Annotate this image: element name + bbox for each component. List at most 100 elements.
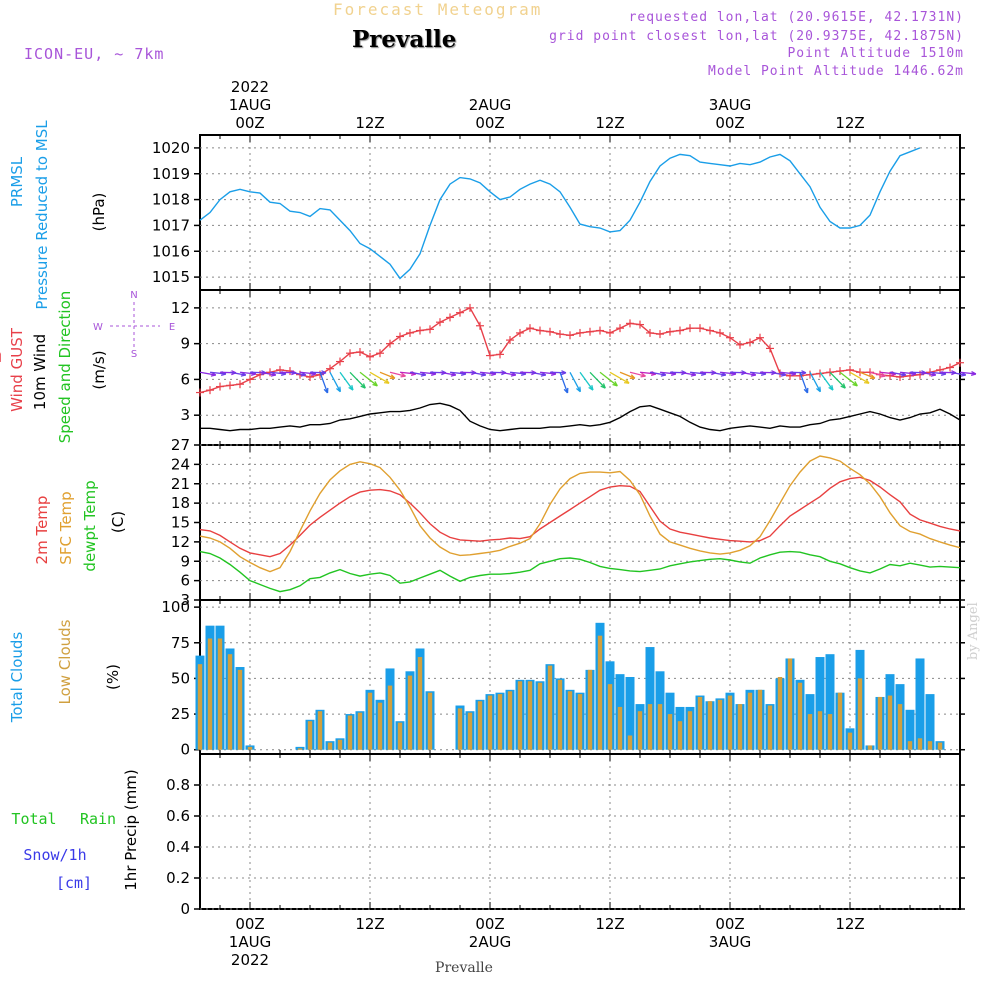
wind-direction-arrow — [579, 371, 594, 391]
low-cloud-bar — [477, 701, 483, 750]
gust-marker — [416, 326, 424, 335]
top-time-label: 2022 — [231, 78, 269, 96]
top-time-label: 00Z — [475, 114, 504, 132]
temp-unit: (C) — [109, 511, 127, 533]
wind-direction-arrow — [809, 371, 821, 393]
low-cloud-bar — [767, 705, 773, 750]
top-time-label: 3AUG — [709, 96, 751, 114]
gust-marker — [456, 308, 464, 317]
gust-marker — [716, 328, 724, 337]
panel-frame — [199, 753, 961, 910]
compass-w: W — [93, 322, 103, 333]
low-cloud-bar — [847, 732, 853, 750]
gust-marker — [326, 364, 334, 373]
point-altitude: Point Altitude 1510m — [787, 46, 964, 61]
low-cloud-bar — [617, 706, 623, 750]
y-tick-label: 100 — [161, 598, 190, 616]
top-time-label: 12Z — [595, 114, 624, 132]
y-tick-label: 1017 — [152, 216, 190, 234]
low-cloud-bar — [627, 735, 633, 750]
low-cloud-bar — [427, 692, 433, 750]
wind-direction-arrow — [379, 371, 396, 379]
y-tick-label: 0.4 — [166, 838, 190, 856]
station-title: Prevalle — [352, 26, 457, 53]
faded-chart-title: Forecast Meteogram — [333, 0, 543, 19]
low-cloud-bar — [347, 715, 353, 750]
wind-direction-arrow — [959, 370, 977, 377]
low-cloud-bar — [937, 742, 943, 750]
gust-marker — [196, 388, 204, 397]
y-tick-label: 25 — [171, 705, 190, 723]
low-cloud-bar — [407, 675, 413, 750]
panel-frame — [199, 289, 961, 446]
gust-marker — [746, 338, 754, 347]
gust-marker — [346, 349, 354, 358]
y-tick-label: 0.8 — [166, 776, 190, 794]
total-cloud-bar — [905, 709, 915, 750]
y-tick-label: 6 — [180, 370, 190, 388]
y-tick-label: 24 — [171, 455, 190, 473]
low-cloud-bar — [737, 704, 743, 750]
compass-n: N — [130, 290, 137, 301]
compass-rose: N W E S — [93, 290, 175, 360]
gust-marker — [596, 326, 604, 335]
bottom-time-label: 2022 — [231, 951, 269, 969]
y-tick-label: 1016 — [152, 242, 190, 260]
gust-axis-label: Wind GUST — [8, 327, 26, 412]
wind-direction-arrow — [569, 371, 581, 393]
gust-marker — [526, 324, 534, 333]
low-cloud-bar — [687, 711, 693, 750]
gust-marker — [406, 328, 414, 337]
y-tick-label: 12 — [171, 299, 190, 317]
y-tick-label: 15 — [171, 514, 190, 532]
gust-marker — [396, 332, 404, 341]
top-time-label: 2AUG — [469, 96, 511, 114]
series-line-dewpt-temp — [199, 550, 961, 593]
low-cloud-bar — [817, 711, 823, 750]
y-tick-label: 27 — [171, 436, 190, 454]
low-cloud-bar — [727, 695, 733, 750]
gust-marker — [476, 321, 484, 330]
precip-snow-label: Snow/1h — [23, 846, 86, 864]
wind-direction-arrow — [829, 371, 846, 389]
low-cloud-bar — [607, 684, 613, 750]
compass-s: S — [131, 349, 137, 360]
low-cloud-bar — [457, 708, 463, 750]
low-cloud-bar — [387, 685, 393, 750]
gust-marker — [726, 333, 734, 342]
gust-marker — [306, 373, 314, 382]
total-cloud-bar — [925, 694, 935, 750]
y-tick-label: 50 — [171, 669, 190, 687]
y-tick-label: 0.6 — [166, 807, 190, 825]
gust-marker — [486, 351, 494, 360]
gust-marker — [766, 344, 774, 353]
total-cloud-bar — [915, 658, 925, 750]
wind-direction-arrow — [309, 370, 327, 376]
gust-marker — [656, 330, 664, 339]
wind-direction-arrow — [799, 372, 809, 394]
low-cloud-bar — [697, 696, 703, 750]
low-cloud-bar — [907, 741, 913, 750]
wind-direction-arrow — [319, 372, 329, 394]
series-line-10m-wind — [200, 402, 961, 432]
low-cloud-bar — [887, 695, 893, 750]
low-cloud-bar — [597, 635, 603, 750]
wind-speed-direction-label: Speed and Direction — [56, 291, 74, 444]
panel-clouds: 0 25 50 75 100 — [161, 598, 965, 759]
wind-direction-arrow — [589, 371, 606, 389]
gust-marker — [696, 324, 704, 333]
low-cloud-bar — [487, 695, 493, 750]
low-cloud-bar — [327, 742, 333, 750]
low-cloud-bar — [197, 664, 203, 750]
compass-e: E — [169, 322, 175, 333]
precip-unit: 1hr Precip (mm) — [122, 769, 140, 890]
low-cloud-bar — [397, 722, 403, 750]
gust-marker — [626, 319, 634, 328]
gust-marker — [506, 336, 514, 345]
low-cloud-bar — [337, 739, 343, 750]
low-cloud-bar — [927, 741, 933, 750]
wind-unit: (m/s) — [90, 350, 108, 389]
low-cloud-bar — [647, 704, 653, 750]
temp2m-axis-label: 2m Temp — [33, 496, 51, 565]
